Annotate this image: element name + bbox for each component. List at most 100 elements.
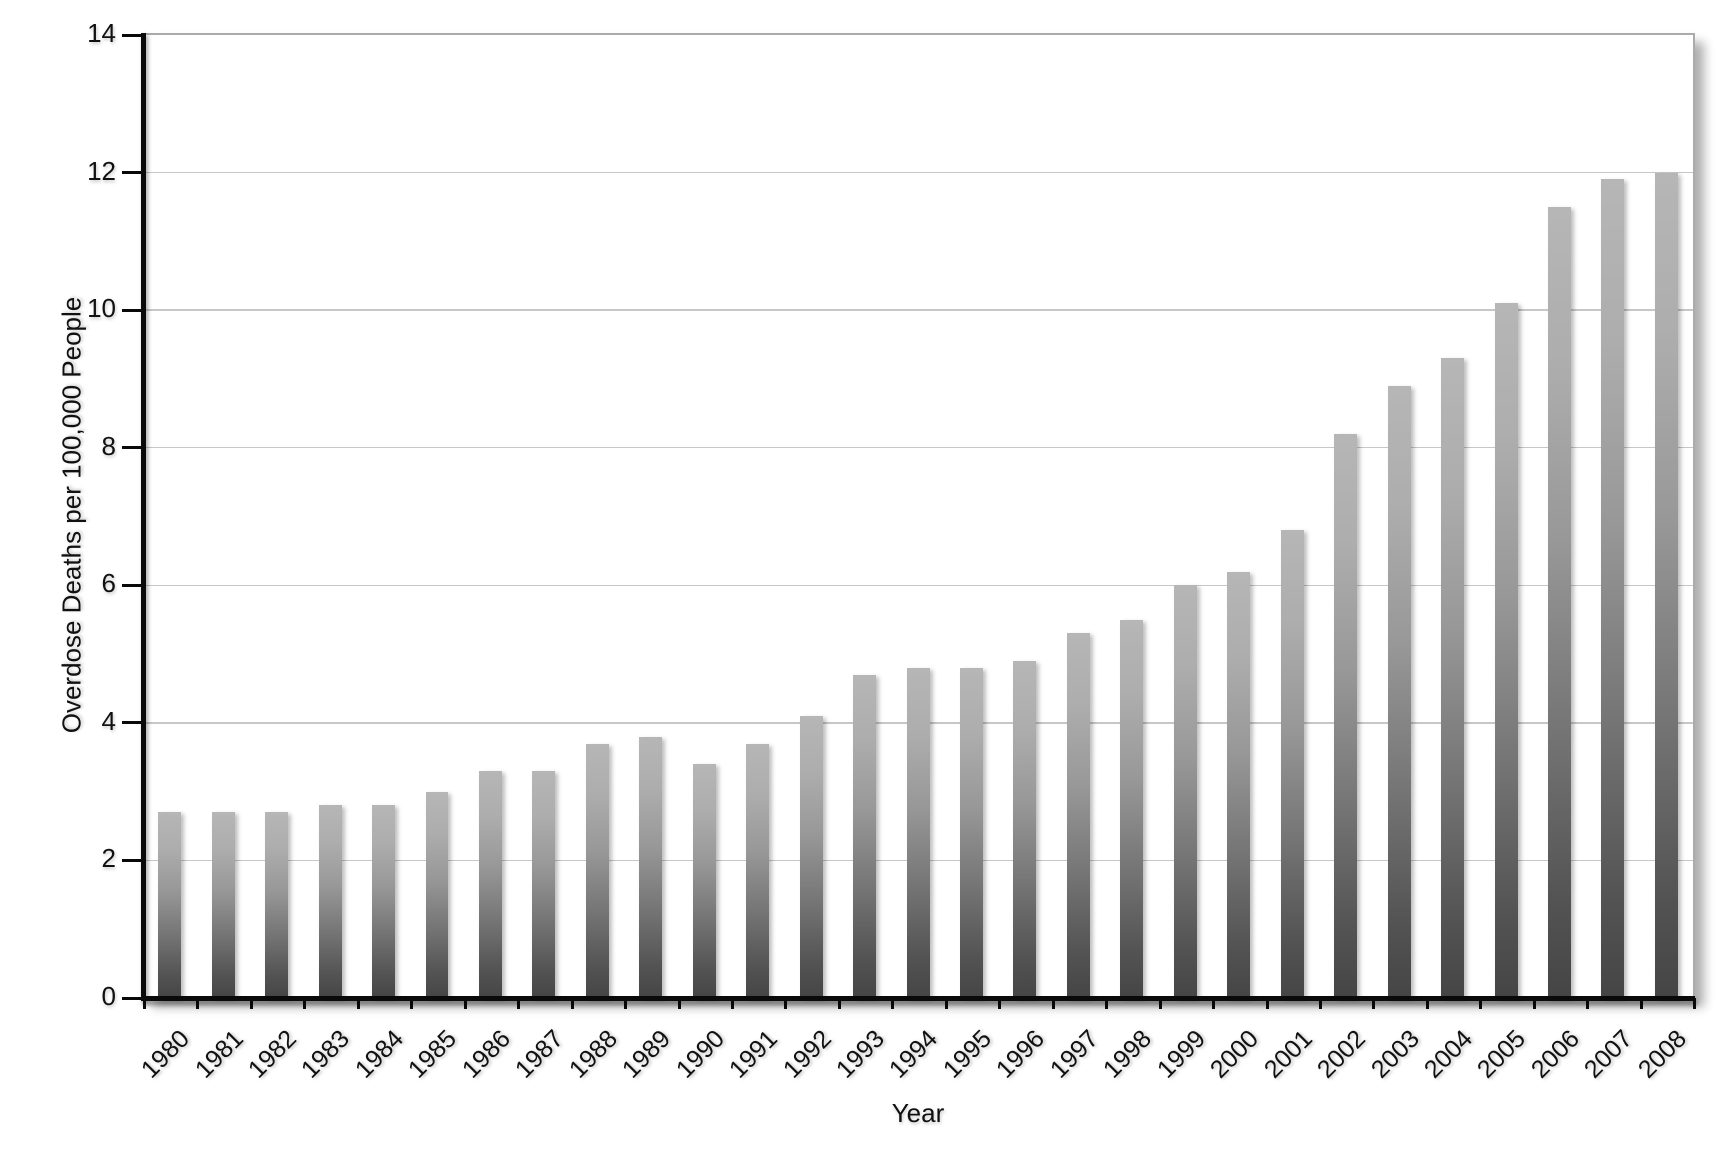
bar-slot xyxy=(1266,35,1319,998)
x-tick-mark xyxy=(784,998,837,1009)
x-tick-mark xyxy=(1318,998,1372,1009)
x-tick-label: 1999 xyxy=(1151,1024,1211,1084)
x-tick-mark xyxy=(303,998,356,1009)
bar xyxy=(1013,660,1037,998)
y-tick-mark xyxy=(122,308,143,312)
x-label-slot: 1990 xyxy=(671,1012,731,1096)
x-tick-label: 1985 xyxy=(403,1024,463,1084)
x-tick-mark xyxy=(730,998,784,1009)
x-tick-label: 1993 xyxy=(830,1024,891,1084)
x-tick-mark xyxy=(356,998,410,1009)
bar xyxy=(425,791,449,998)
bar xyxy=(906,667,930,998)
bar xyxy=(478,771,502,998)
x-label-slot: 2003 xyxy=(1365,1012,1425,1096)
x-label-slot: 1986 xyxy=(457,1012,517,1096)
x-tick-label: 2002 xyxy=(1311,1024,1372,1084)
bar-slot xyxy=(998,35,1051,998)
x-label-slot: 2001 xyxy=(1259,1012,1319,1096)
x-tick-label: 1995 xyxy=(937,1024,997,1084)
x-tick-label: 1990 xyxy=(670,1024,730,1084)
x-tick-label: 1986 xyxy=(456,1024,516,1084)
x-tick-mark xyxy=(1051,998,1105,1009)
y-tick-label: 2 xyxy=(101,843,116,874)
x-tick-mark xyxy=(1479,998,1532,1009)
y-tick-mark xyxy=(122,33,143,37)
x-label-slot: 1987 xyxy=(510,1012,570,1096)
bar-slot xyxy=(678,35,731,998)
x-label-slot: 1981 xyxy=(189,1012,249,1096)
bar xyxy=(1494,303,1518,998)
bar-slot xyxy=(1052,35,1105,998)
x-tick-label: 1989 xyxy=(617,1024,677,1084)
x-tick-label: 2005 xyxy=(1472,1024,1532,1084)
bar xyxy=(1654,172,1678,998)
x-tick-mark xyxy=(410,998,463,1009)
y-tick-mark xyxy=(122,858,143,862)
x-tick-label: 2006 xyxy=(1525,1024,1585,1084)
x-tick-label: 1996 xyxy=(991,1024,1051,1084)
bar-slot xyxy=(731,35,784,998)
bar xyxy=(1548,206,1571,998)
x-tick-label: 2008 xyxy=(1632,1024,1692,1084)
y-tick-label: 12 xyxy=(87,155,116,186)
x-label-slot: 2007 xyxy=(1579,1012,1639,1096)
x-tick-mark xyxy=(1158,998,1212,1009)
bar-slot xyxy=(784,35,837,998)
x-axis-tick-labels: 1980 1981 1982 1983 1984 1985 1986 1987 1988 1989… xyxy=(136,1012,1693,1096)
bar-slot xyxy=(410,35,463,998)
x-label-slot: 1992 xyxy=(777,1012,837,1096)
gridline xyxy=(143,309,1693,311)
bar-slot xyxy=(464,35,517,998)
x-label-slot: 1998 xyxy=(1098,1012,1158,1096)
y-tick-mark xyxy=(122,996,143,1000)
bar-slot xyxy=(1372,35,1425,998)
bar-slot xyxy=(624,35,677,998)
y-tick-label: 14 xyxy=(87,18,116,48)
x-label-slot: 1999 xyxy=(1152,1012,1212,1096)
bar xyxy=(1227,571,1251,998)
x-tick-mark xyxy=(891,998,944,1009)
x-axis-line xyxy=(141,995,1695,1001)
x-tick-mark xyxy=(677,998,731,1009)
x-tick-label: 1984 xyxy=(349,1024,409,1084)
x-tick-mark xyxy=(998,998,1051,1009)
bar-slot xyxy=(571,35,624,998)
x-tick-label: 1981 xyxy=(189,1024,249,1084)
bar-slot xyxy=(945,35,998,998)
x-tick-mark xyxy=(1639,998,1693,1009)
gridline xyxy=(143,446,1693,449)
x-label-slot: 1988 xyxy=(564,1012,624,1096)
x-tick-label: 1983 xyxy=(296,1024,356,1084)
bar xyxy=(692,764,716,998)
bar-series xyxy=(143,35,1693,998)
x-tick-mark xyxy=(143,998,196,1009)
x-tick-mark xyxy=(570,998,624,1009)
bar-slot xyxy=(1640,35,1693,998)
bar xyxy=(746,743,770,998)
x-label-slot: 1989 xyxy=(617,1012,677,1096)
x-tick-label: 1982 xyxy=(242,1024,303,1084)
bar-slot xyxy=(143,35,196,998)
bar xyxy=(853,674,877,998)
bar xyxy=(1601,179,1625,998)
bar xyxy=(372,805,396,998)
x-tick-mark xyxy=(1372,998,1425,1009)
y-tick-label: 8 xyxy=(101,430,116,461)
bar-slot xyxy=(1105,35,1158,998)
bar-slot xyxy=(1533,35,1586,998)
y-tick-label: 10 xyxy=(87,293,116,324)
y-axis-tick-labels: 0 2 4 6 8 10 12 14 xyxy=(0,20,127,1009)
x-tick-label: 2001 xyxy=(1258,1024,1318,1084)
x-tick-label: 2004 xyxy=(1418,1024,1478,1084)
bar xyxy=(1120,619,1144,998)
x-tick-label: 1992 xyxy=(777,1024,837,1084)
x-tick-mark xyxy=(1105,998,1158,1009)
bar-slot xyxy=(517,35,570,998)
bar xyxy=(532,771,556,998)
x-tick-mark xyxy=(1265,998,1319,1009)
x-tick-label: 1991 xyxy=(723,1024,784,1084)
bar xyxy=(1441,358,1465,998)
x-label-slot: 2000 xyxy=(1205,1012,1265,1096)
bar-slot xyxy=(1319,35,1372,998)
